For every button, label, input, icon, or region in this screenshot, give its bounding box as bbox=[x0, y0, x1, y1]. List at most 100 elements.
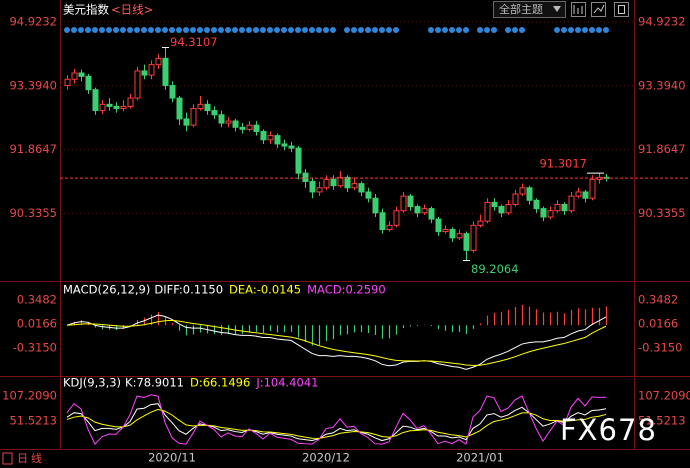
icon[interactable] bbox=[593, 4, 605, 14]
event-dot bbox=[316, 27, 322, 33]
icon-frame[interactable] bbox=[591, 2, 606, 17]
y-tick-label: 91.8647 bbox=[9, 142, 57, 156]
button-frame[interactable] bbox=[493, 1, 566, 18]
indicator-header: MACD(26,12,9) bbox=[63, 283, 150, 297]
event-dot bbox=[113, 27, 119, 33]
y-tick-label: 0.0166 bbox=[17, 317, 57, 331]
indicator-line bbox=[66, 319, 607, 366]
event-dot bbox=[379, 27, 385, 33]
event-dot bbox=[211, 27, 217, 33]
high-annotation: 94.3107 bbox=[170, 35, 218, 49]
candle-body bbox=[372, 197, 379, 214]
candle-body bbox=[113, 105, 120, 109]
event-dot bbox=[568, 27, 574, 33]
candle-body bbox=[64, 78, 71, 87]
candle-body bbox=[512, 193, 519, 205]
plot: 94.9232 94.9232 93.3940 93.3940 91.8647 91.86… bbox=[2, 14, 690, 465]
event-dot bbox=[134, 27, 140, 33]
x-tick-label: 2020/12 bbox=[302, 451, 350, 465]
candle-body bbox=[183, 118, 190, 126]
candle-body bbox=[428, 208, 435, 220]
event-dot bbox=[372, 27, 378, 33]
event-dot bbox=[162, 27, 168, 33]
event-dot bbox=[246, 27, 252, 33]
candle-body bbox=[246, 124, 253, 130]
candle-body bbox=[148, 64, 155, 76]
candle-body bbox=[533, 199, 540, 210]
candle-body bbox=[211, 110, 218, 116]
y-tick-label-right: 91.8647 bbox=[638, 142, 686, 156]
event-dot bbox=[330, 27, 336, 33]
event-dot bbox=[596, 27, 602, 33]
watermark: FX678 bbox=[560, 413, 657, 447]
event-dot bbox=[197, 27, 203, 33]
event-dot bbox=[232, 27, 238, 33]
event-dot bbox=[428, 27, 434, 33]
event-dot bbox=[120, 27, 126, 33]
event-dot bbox=[463, 27, 469, 33]
candle-body bbox=[176, 97, 183, 120]
event-dot bbox=[260, 27, 266, 33]
tab-label[interactable]: 日线 bbox=[17, 451, 45, 465]
candle-body bbox=[302, 172, 309, 183]
candle-body bbox=[393, 210, 400, 226]
event-dot bbox=[267, 27, 273, 33]
event-dot bbox=[442, 27, 448, 33]
icon-frame[interactable] bbox=[614, 2, 629, 17]
event-dot bbox=[344, 27, 350, 33]
candle-body bbox=[190, 107, 197, 126]
event-dot bbox=[449, 27, 455, 33]
event-dot bbox=[190, 27, 196, 33]
candle-body bbox=[127, 97, 134, 107]
dropdown-arrow[interactable] bbox=[553, 6, 561, 12]
candle-body bbox=[155, 57, 162, 66]
candle-body bbox=[281, 143, 288, 147]
bottom-tab[interactable]: 日线 bbox=[2, 451, 45, 465]
event-dot bbox=[505, 27, 511, 33]
candle-body bbox=[386, 224, 393, 231]
button-label[interactable]: 全部主题 bbox=[499, 2, 543, 16]
event-dot bbox=[309, 27, 315, 33]
event-dot bbox=[85, 27, 91, 33]
candle-body bbox=[337, 176, 344, 187]
candle-body bbox=[484, 201, 491, 222]
y-tick-label-right: 90.3355 bbox=[638, 206, 686, 220]
tab-icon[interactable] bbox=[2, 452, 13, 465]
icon[interactable] bbox=[573, 5, 583, 14]
legend-entry: K:78.9011 bbox=[125, 376, 184, 390]
candle-body bbox=[456, 233, 463, 239]
icon[interactable] bbox=[618, 5, 625, 14]
candle-body bbox=[92, 89, 99, 112]
event-dot bbox=[358, 27, 364, 33]
candle-body bbox=[106, 103, 113, 107]
event-dot bbox=[491, 27, 497, 33]
candle-body bbox=[204, 103, 211, 112]
candle-body bbox=[407, 195, 414, 208]
event-dot bbox=[554, 27, 560, 33]
event-dot bbox=[218, 27, 224, 33]
y-tick-label-right: 0.0166 bbox=[638, 317, 678, 331]
event-dot bbox=[365, 27, 371, 33]
event-dot bbox=[274, 27, 280, 33]
theme-button[interactable]: 全部主题 bbox=[493, 1, 566, 18]
event-dot bbox=[589, 27, 595, 33]
period-label[interactable]: <日线> bbox=[111, 3, 153, 17]
event-dot bbox=[155, 27, 161, 33]
event-dot bbox=[386, 27, 392, 33]
candle-body bbox=[582, 191, 589, 199]
recent-high-annotation: 91.3017 bbox=[539, 157, 587, 171]
event-dot bbox=[512, 27, 518, 33]
event-dot bbox=[183, 27, 189, 33]
indicator-line bbox=[66, 314, 607, 370]
icon-frame[interactable] bbox=[571, 2, 586, 17]
event-dot bbox=[603, 27, 609, 33]
legend-entry: D:66.1496 bbox=[190, 376, 250, 390]
event-dot bbox=[64, 27, 70, 33]
candle-body bbox=[414, 206, 421, 214]
legend-entry: DEA:-0.0145 bbox=[229, 283, 301, 297]
candle-body bbox=[463, 233, 470, 251]
event-dot bbox=[253, 27, 259, 33]
